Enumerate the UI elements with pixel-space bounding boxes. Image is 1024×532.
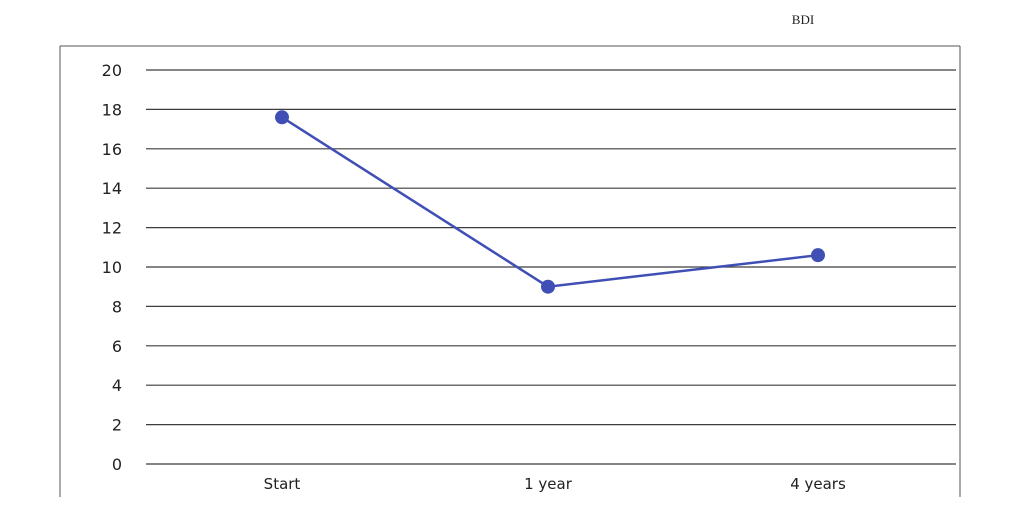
data-points	[275, 110, 825, 294]
x-tick-label: 1 year	[524, 475, 573, 493]
chart-title: BDI	[792, 12, 814, 27]
y-tick-label: 4	[112, 376, 122, 395]
y-tick-label: 16	[102, 140, 122, 159]
x-axis-tick-labels: Start 1 year 4 years	[264, 475, 846, 493]
y-axis-tick-labels: 0 2 4 6 8 10 12 14 16 18 20	[102, 61, 122, 474]
series-line	[281, 116, 819, 288]
y-tick-label: 14	[102, 179, 122, 198]
y-tick-label: 6	[112, 337, 122, 356]
chart-frame	[59, 45, 961, 497]
data-point	[275, 110, 289, 125]
y-tick-label: 12	[102, 219, 122, 238]
series-layer	[281, 116, 819, 288]
gridlines	[146, 69, 956, 465]
data-point	[811, 248, 825, 263]
x-tick-label: Start	[264, 475, 301, 493]
y-tick-label: 0	[112, 455, 122, 474]
y-tick-label: 8	[112, 297, 122, 316]
y-tick-label: 10	[102, 258, 122, 277]
data-point	[541, 279, 555, 294]
x-tick-label: 4 years	[790, 475, 846, 493]
y-tick-label: 20	[102, 61, 122, 80]
y-tick-label: 2	[112, 416, 122, 435]
y-tick-label: 18	[102, 100, 122, 119]
